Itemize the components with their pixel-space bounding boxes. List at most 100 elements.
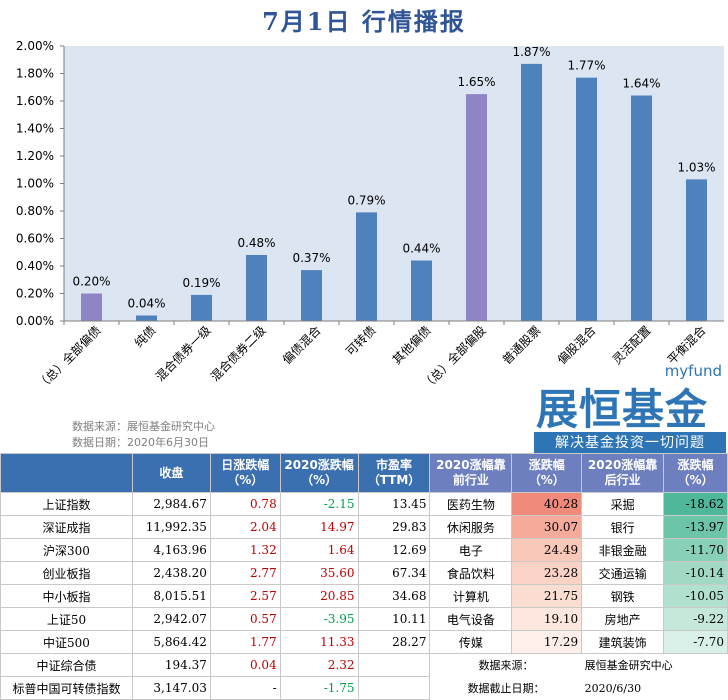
bottom-industry: 非银金融 (581, 538, 665, 562)
bar (411, 260, 432, 321)
close-value: 8,015.51 (131, 584, 211, 608)
y-tick-label: 1.00% (16, 177, 54, 191)
bottom-industry: 建筑装饰 (581, 630, 665, 654)
data-label: 0.79% (347, 193, 385, 207)
bar-chart: 0.00% 0.20% 0.40% 0.60% 0.80% 1.00% 1.20% 1.40%… (16, 39, 724, 393)
plot-area (64, 46, 724, 321)
top-industry: 食品饮料 (429, 561, 513, 585)
x-tick-label: 偏债混合 (279, 323, 324, 368)
y-tick-label: 2.00% (16, 39, 54, 53)
bottom-industry: 交通运输 (581, 561, 665, 585)
source-note: 数据来源：展恒基金研究中心 (72, 420, 215, 433)
close-value: 5,864.42 (131, 630, 211, 654)
footer-value: 2020/6/30 (584, 681, 642, 695)
day-change: 1.77 (209, 630, 281, 654)
top-industry: 计算机 (429, 584, 513, 608)
table-header-row: 收盘 日涨跌幅（%） 2020涨跌幅（%） 市盈率（TTM） 2020涨幅靠前行… (0, 453, 728, 493)
top-industry-pct: 30.07 (511, 515, 583, 539)
date-note: 数据日期：2020年6月30日 (72, 436, 209, 449)
top-industry-pct: 40.28 (511, 492, 583, 516)
data-label: 0.20% (72, 275, 110, 289)
close-value: 2,984.67 (131, 492, 211, 516)
y-tick-label: 0.20% (16, 287, 54, 301)
y-tick-label: 0.00% (16, 314, 54, 328)
table-row: 中小板指 8,015.51 2.57 20.85 34.68 计算机 21.75 钢铁 -10.… (0, 584, 728, 608)
x-tick-label: 混合债券二级 (207, 323, 269, 385)
ytd-change: 14.97 (279, 515, 359, 539)
header-top-pct: 涨跌幅（%） (511, 453, 583, 493)
y-axis: 0.00% 0.20% 0.40% 0.60% 0.80% 1.00% 1.20% 1.40%… (16, 39, 65, 328)
close-value: 2,942.07 (131, 607, 211, 631)
table-row: 创业板指 2,438.20 2.77 35.60 67.34 食品饮料 23.28 交通运输 -… (0, 561, 728, 585)
x-tick-label: 普通股票 (500, 323, 544, 367)
index-name: 上证50 (0, 607, 133, 631)
pe-value: 13.45 (357, 492, 431, 516)
index-name: 标普中国可转债指数 (0, 676, 133, 700)
top-industry: 电气设备 (429, 607, 513, 631)
header-blank (0, 453, 133, 493)
pe-value (357, 676, 431, 700)
bottom-industry-pct: -10.05 (663, 584, 728, 608)
x-tick-label: 可转债 (343, 323, 379, 359)
bar (576, 77, 597, 321)
y-tick-label: 0.40% (16, 259, 54, 273)
bar (356, 212, 377, 321)
top-industry-pct: 23.28 (511, 561, 583, 585)
table-row: 中证综合债 194.37 0.04 2.32 数据来源： 展恒基金研究中心 (0, 653, 728, 677)
y-tick-label: 1.80% (16, 67, 54, 81)
top-industry-pct: 19.10 (511, 607, 583, 631)
data-label: 1.64% (622, 77, 660, 91)
table-row: 深证成指 11,992.35 2.04 14.97 29.83 休闲服务 30.07 银行 -1… (0, 515, 728, 539)
bottom-industry-pct: -11.70 (663, 538, 728, 562)
table-body: 上证指数 2,984.67 0.78 -2.15 13.45 医药生物 40.28 采掘 -18… (0, 492, 728, 700)
data-label: 1.87% (512, 45, 550, 59)
header-bottom-pct: 涨跌幅（%） (663, 453, 728, 493)
logo-main-text: 展恒基金 (536, 385, 709, 434)
footer-value: 展恒基金研究中心 (584, 659, 673, 673)
day-change: 0.04 (209, 653, 281, 677)
footer-label: 数据截止日期： (467, 682, 545, 695)
table-row: 沪深300 4,163.96 1.32 1.64 12.69 电子 24.49 非银金融 -11… (0, 538, 728, 562)
day-change: 1.32 (209, 538, 281, 562)
top-industry-pct: 24.49 (511, 538, 583, 562)
header-ytd-change: 2020涨跌幅（%） (279, 453, 359, 493)
day-change: 0.78 (209, 492, 281, 516)
logo-slogan: 解决基金投资一切问题 (534, 432, 726, 454)
table-row: 标普中国可转债指数 3,147.03- -1.75 数据截止日期： 2020/6/30 (0, 676, 728, 700)
pe-value: 10.11 (357, 607, 431, 631)
data-label: 0.04% (127, 297, 165, 311)
ytd-change: 35.60 (279, 561, 359, 585)
y-tick-label: 0.80% (16, 204, 54, 218)
close-value: 11,992.35 (131, 515, 211, 539)
header-close: 收盘 (131, 453, 211, 493)
bars (81, 63, 707, 321)
bottom-industry: 房地产 (581, 607, 665, 631)
pe-value: 12.69 (357, 538, 431, 562)
day-change: 2.77 (209, 561, 281, 585)
header-pe: 市盈率（TTM） (357, 453, 431, 493)
index-name: 深证成指 (0, 515, 133, 539)
bar (81, 293, 102, 321)
bottom-industry-pct: -13.97 (663, 515, 728, 539)
bar (136, 315, 157, 321)
y-tick-label: 0.60% (16, 232, 54, 246)
bar (246, 255, 267, 321)
bottom-industry-pct: -9.22 (663, 607, 728, 631)
day-change: 2.04 (209, 515, 281, 539)
data-label: 1.03% (677, 160, 715, 174)
header-top-industry: 2020涨幅靠前行业 (429, 453, 513, 493)
top-industry-pct: 17.29 (511, 630, 583, 654)
bar (191, 294, 212, 321)
pe-value: 67.34 (357, 561, 431, 585)
bar (686, 179, 707, 321)
page-title: 7月1日 行情播报 (262, 7, 466, 36)
data-labels: 0.20% 0.04% 0.19% 0.48% 0.37% 0.79% 0.44% 1.65%… (72, 45, 715, 311)
bar (466, 94, 487, 321)
top-industry: 医药生物 (429, 492, 513, 516)
bar (301, 270, 322, 321)
logo-small-text: myfund (664, 362, 722, 380)
index-name: 中小板指 (0, 584, 133, 608)
pe-value (357, 653, 431, 677)
bottom-industry-pct: -7.70 (663, 630, 728, 654)
header-day-change: 日涨跌幅（%） (209, 453, 281, 493)
